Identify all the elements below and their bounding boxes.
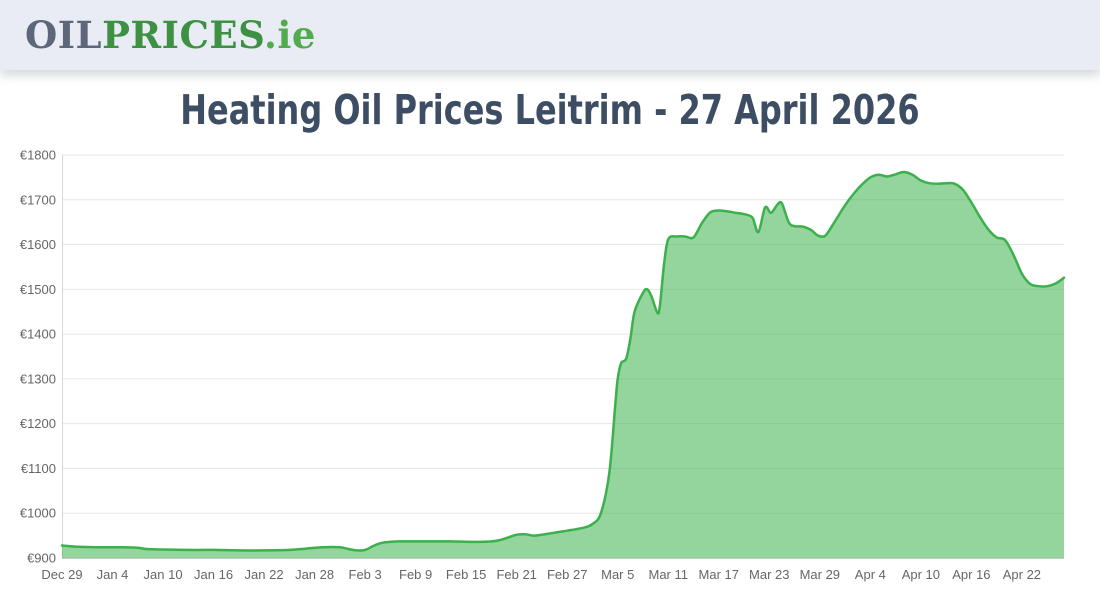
- y-axis-label: €1600: [20, 237, 56, 252]
- x-axis-label: Dec 29: [41, 567, 82, 582]
- x-axis-label: Jan 28: [295, 567, 334, 582]
- x-axis-label: Feb 21: [496, 567, 536, 582]
- x-axis-label: Apr 22: [1003, 567, 1041, 582]
- x-axis-label: Apr 16: [952, 567, 990, 582]
- y-axis-label: €1400: [20, 327, 56, 342]
- y-axis-label: €1500: [20, 282, 56, 297]
- x-axis-label: Feb 9: [399, 567, 432, 582]
- page-title-wrap: Heating Oil Prices Leitrim - 27 April 20…: [0, 86, 1100, 134]
- y-axis-label: €1800: [20, 148, 56, 163]
- x-axis-label: Jan 10: [144, 567, 183, 582]
- y-axis-label: €1200: [20, 416, 56, 431]
- x-axis-label: Feb 27: [547, 567, 587, 582]
- x-axis-label: Apr 4: [855, 567, 886, 582]
- site-header: OILPRICES.ie: [0, 0, 1100, 70]
- x-axis-label: Mar 17: [699, 567, 739, 582]
- y-axis-label: €1100: [21, 461, 56, 476]
- price-chart-svg[interactable]: €1800 €1700 €1600 €1500 €1400 €1300 €1200 €1100…: [0, 140, 1100, 600]
- y-axis-label: €1300: [20, 371, 56, 386]
- x-axis-label: Apr 10: [902, 567, 940, 582]
- page-title: Heating Oil Prices Leitrim - 27 April 20…: [180, 86, 920, 134]
- site-logo[interactable]: OILPRICES.ie: [25, 0, 316, 70]
- y-axis-label: €900: [27, 551, 56, 566]
- x-axis-label: Mar 11: [649, 567, 689, 582]
- y-axis-label: €1000: [20, 506, 56, 521]
- x-axis-label: Mar 29: [800, 567, 840, 582]
- x-axis-label: Mar 5: [601, 567, 634, 582]
- price-chart: €1800 €1700 €1600 €1500 €1400 €1300 €1200 €1100…: [0, 140, 1100, 600]
- y-axis-label: €1700: [20, 192, 56, 207]
- x-axis-label: Jan 4: [97, 567, 129, 582]
- x-axis-label: Feb 15: [446, 567, 486, 582]
- x-axis-label: Jan 22: [245, 567, 284, 582]
- x-axis-label: Feb 3: [349, 567, 382, 582]
- price-area-fill: [62, 171, 1064, 558]
- logo-oil-text: OIL: [25, 13, 103, 57]
- x-axis-label: Mar 23: [749, 567, 789, 582]
- logo-tld-text: .ie: [264, 13, 316, 57]
- logo-prices-text: PRICES: [102, 13, 264, 57]
- price-line: [60, 170, 1066, 552]
- x-axis-label: Jan 16: [194, 567, 233, 582]
